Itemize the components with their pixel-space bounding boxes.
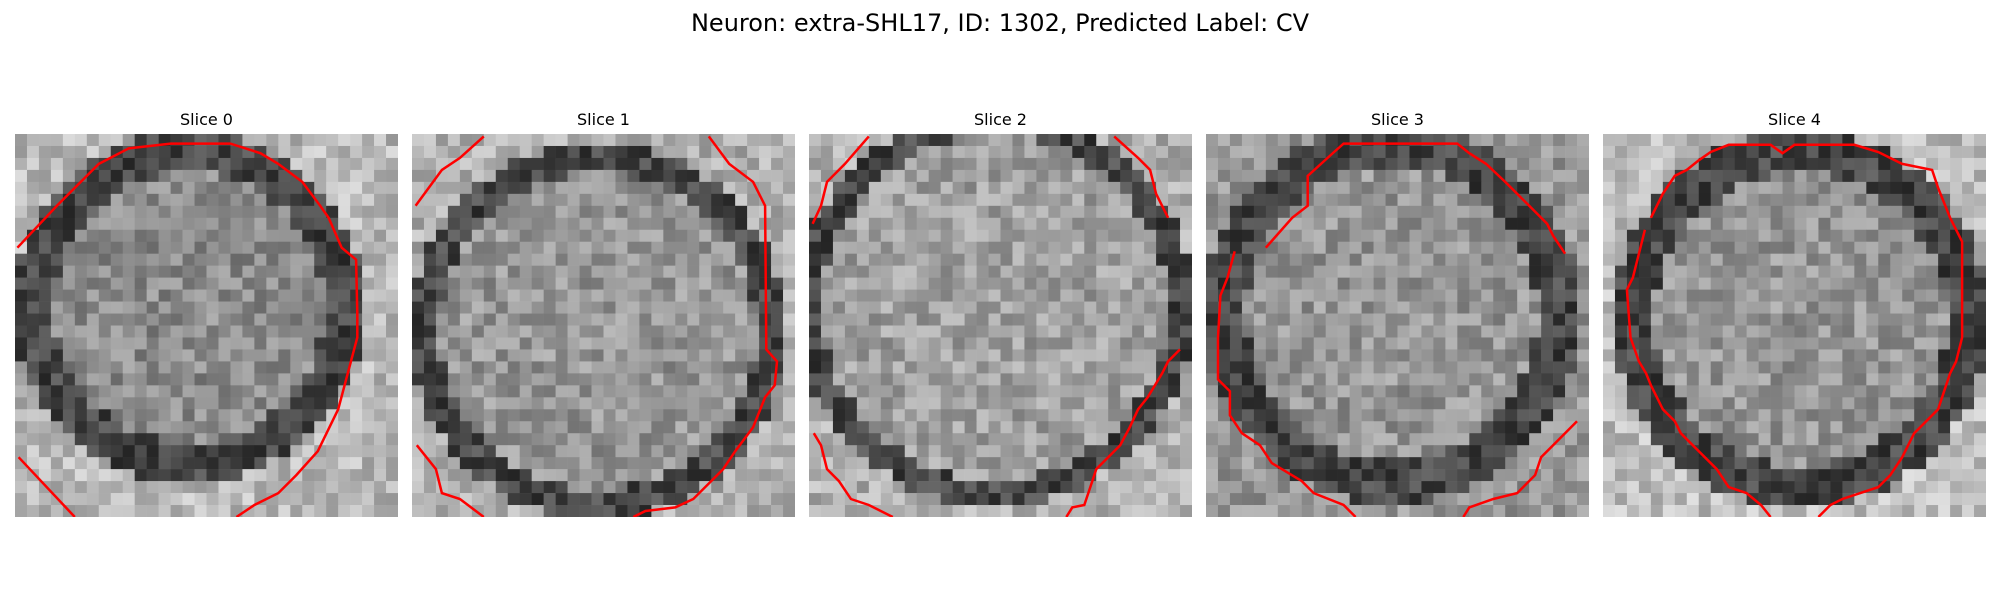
- slice-title: Slice 3: [1371, 110, 1424, 129]
- segmentation-contour: [16, 142, 359, 517]
- segmentation-contour: [1216, 250, 1357, 517]
- segmentation-contour: [812, 432, 894, 517]
- slice-title: Slice 0: [180, 110, 233, 129]
- slice-image: [1603, 134, 1986, 517]
- segmentation-contour: [1649, 143, 1952, 219]
- segmentation-contour: [1462, 420, 1578, 517]
- segmentation-contour: [17, 456, 76, 517]
- slice-image: [412, 134, 795, 517]
- segmentation-contour: [1625, 229, 1772, 517]
- slice-title: Slice 1: [577, 110, 630, 129]
- segmentation-contour: [811, 135, 870, 225]
- segmentation-contour: [1264, 142, 1567, 255]
- slice-title: Slice 2: [974, 110, 1027, 129]
- slice-image: [1206, 134, 1589, 517]
- segmentation-contour: [414, 135, 485, 207]
- segmentation-contour: [415, 444, 485, 517]
- slice-image: [15, 134, 398, 517]
- slice-image: [809, 134, 1192, 517]
- segmentation-contour: [1113, 135, 1170, 219]
- slice-title: Slice 4: [1768, 110, 1821, 129]
- segmentation-contour: [632, 135, 779, 517]
- segmentation-contour: [1817, 217, 1964, 517]
- segmentation-contour: [1065, 348, 1181, 517]
- figure-title: Neuron: extra-SHL17, ID: 1302, Predicted…: [690, 9, 1310, 37]
